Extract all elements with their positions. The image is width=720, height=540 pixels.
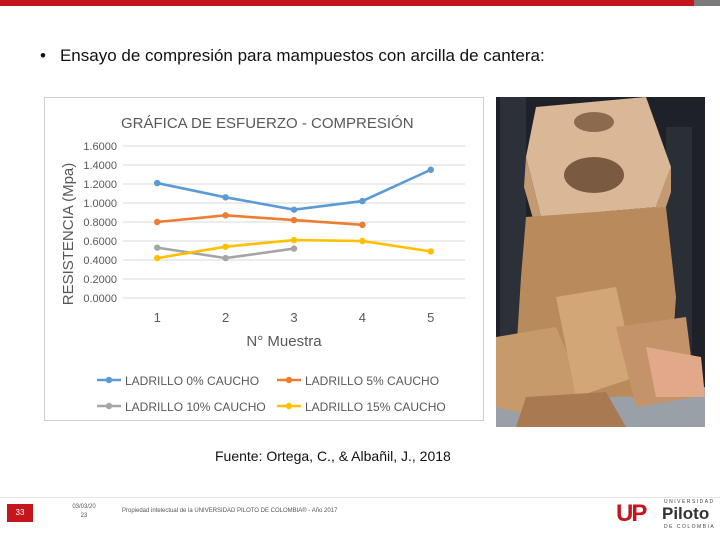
slide-heading: • Ensayo de compresión para mampuestos co…: [40, 46, 545, 66]
data-point: [222, 254, 229, 262]
data-point: [222, 194, 229, 201]
data-point: [290, 206, 298, 213]
x-tick-label: 5: [427, 310, 434, 325]
legend-label: LADRILLO 15% CAUCHO: [305, 400, 446, 414]
x-axis-label: N° Muestra: [246, 333, 322, 350]
heading-text: Ensayo de compresión para mampuestos con…: [59, 46, 545, 65]
data-point: [290, 236, 298, 244]
legend-marker: [285, 376, 293, 384]
legend-marker: [105, 402, 113, 410]
x-tick-label: 4: [359, 310, 366, 325]
y-tick-label: 1.2000: [83, 179, 117, 191]
data-point: [154, 244, 161, 251]
y-tick-label: 0.0000: [83, 293, 117, 305]
data-point: [290, 216, 298, 224]
logo-top-text: UNIVERSIDAD: [664, 499, 715, 505]
footer-divider: [0, 497, 720, 498]
data-point: [154, 218, 161, 226]
y-tick-label: 1.0000: [83, 198, 117, 210]
y-tick-label: 0.6000: [83, 236, 117, 248]
y-axis-label: RESISTENCIA (Mpa): [60, 163, 77, 306]
legend-label: LADRILLO 5% CAUCHO: [305, 374, 439, 388]
brick-image: [496, 97, 705, 427]
x-tick-label: 2: [222, 310, 229, 325]
series-line: [157, 214, 363, 227]
y-tick-label: 0.8000: [83, 217, 117, 229]
logo-bottom-text: DE COLOMBIA: [664, 524, 716, 530]
date-line-2: 23: [80, 513, 88, 519]
y-tick-label: 0.4000: [83, 255, 117, 267]
chart-title: GRÁFICA DE ESFUERZO - COMPRESIÓN: [121, 115, 414, 132]
data-point: [359, 197, 366, 205]
top-accent-bar: [0, 0, 720, 6]
data-point: [359, 237, 366, 245]
y-tick-label: 0.2000: [83, 274, 117, 286]
slide-date: 03/03/20 23: [66, 503, 102, 521]
logo-name: Piloto: [662, 504, 710, 523]
slide-number: 33: [7, 504, 33, 522]
data-point: [154, 179, 161, 187]
chart-container: GRÁFICA DE ESFUERZO - COMPRESIÓN 0.0000 0.…: [44, 97, 484, 421]
legend-label: LADRILLO 0% CAUCHO: [125, 374, 259, 388]
legend-marker: [285, 402, 293, 410]
data-point: [222, 243, 229, 250]
legend-marker: [105, 376, 113, 384]
top-accent-bar-end: [694, 0, 720, 6]
data-point: [222, 212, 229, 219]
data-point: [359, 221, 366, 229]
data-point: [427, 166, 434, 173]
legend-label: LADRILLO 10% CAUCHO: [125, 400, 266, 414]
x-tick-label: 1: [154, 310, 161, 325]
data-point: [290, 245, 298, 252]
copyright-notice: Propiedad intelectual de la UNIVERSIDAD …: [122, 508, 338, 514]
source-citation: Fuente: Ortega, C., & Albañil, J., 2018: [215, 448, 451, 464]
data-point: [427, 248, 434, 255]
university-logo: UP UNIVERSIDAD Piloto DE COLOMBIA: [616, 496, 716, 532]
y-tick-label: 1.6000: [83, 141, 117, 153]
series-line: [156, 168, 432, 211]
compression-chart: GRÁFICA DE ESFUERZO - COMPRESIÓN 0.0000 0.…: [60, 115, 465, 414]
x-tick-label: 3: [290, 310, 297, 325]
y-tick-label: 1.4000: [83, 160, 117, 172]
logo-mark: UP: [616, 500, 647, 527]
data-point: [154, 254, 161, 262]
brick-photo: [496, 97, 705, 427]
bullet-icon: •: [40, 46, 46, 65]
date-line-1: 03/03/20: [72, 504, 96, 510]
